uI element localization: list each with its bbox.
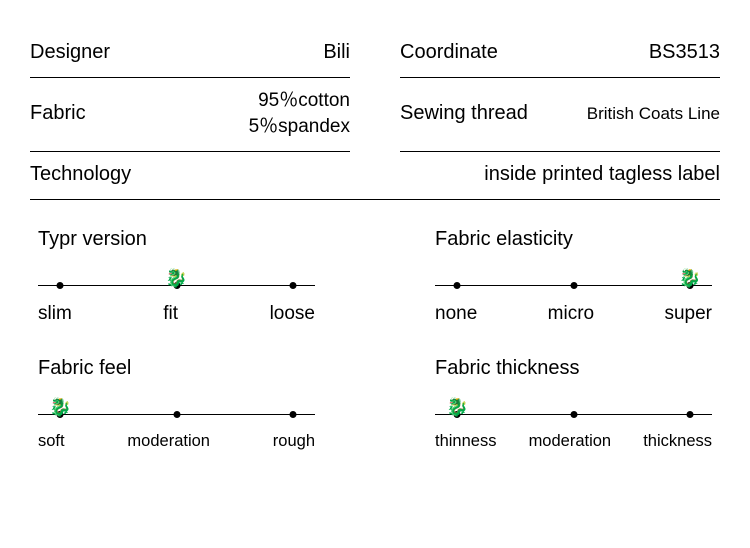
slider-option: fit <box>163 303 178 325</box>
slider-title-fabric-feel: Fabric feel <box>38 357 315 380</box>
slider-option: micro <box>548 303 594 325</box>
sliders-row-2: Fabric feel 🐉 soft moderation rough Fabr… <box>30 357 720 451</box>
slider-track-fabric-thickness: 🐉 <box>435 404 712 424</box>
spec-technology: Technology inside printed tagless label <box>30 152 720 200</box>
spec-designer: Designer Bili <box>30 30 350 78</box>
slider-labels-fabric-elasticity: none micro super <box>435 303 712 325</box>
spec-label-sewing-thread: Sewing thread <box>400 102 528 125</box>
sliders-row-1: Typr version 🐉 slim fit loose Fabric ela… <box>30 228 720 325</box>
slider-type-version: Typr version 🐉 slim fit loose <box>38 228 315 325</box>
spec-coordinate: Coordinate BS3513 <box>400 30 720 78</box>
spec-value-sewing-thread: British Coats Line <box>587 104 720 124</box>
slider-title-type-version: Typr version <box>38 228 315 251</box>
slider-fabric-thickness: Fabric thickness 🐉 thinness moderation t… <box>435 357 712 451</box>
slider-option: super <box>664 303 712 325</box>
slider-option: thinness <box>435 432 496 451</box>
slider-dot <box>570 411 577 418</box>
spec-value-designer: Bili <box>323 41 350 64</box>
specs-grid: Designer Bili Coordinate BS3513 Fabric 9… <box>30 30 720 200</box>
slider-option: soft <box>38 432 65 451</box>
slider-option: thickness <box>643 432 712 451</box>
slider-option: loose <box>270 303 315 325</box>
slider-title-fabric-thickness: Fabric thickness <box>435 357 712 380</box>
slider-track-fabric-feel: 🐉 <box>38 404 315 424</box>
slider-option: moderation <box>529 432 612 451</box>
slider-dot <box>173 411 180 418</box>
spec-value-coordinate: BS3513 <box>649 41 720 64</box>
dragon-icon: 🐉 <box>446 398 468 416</box>
slider-dot <box>289 282 296 289</box>
dragon-icon: 🐉 <box>679 269 701 287</box>
spec-label-designer: Designer <box>30 41 110 64</box>
slider-labels-fabric-feel: soft moderation rough <box>38 432 315 451</box>
dragon-icon: 🐉 <box>165 269 187 287</box>
slider-labels-type-version: slim fit loose <box>38 303 315 325</box>
fabric-line1: 95％cotton <box>258 90 350 111</box>
slider-dot <box>570 282 577 289</box>
slider-track-fabric-elasticity: 🐉 <box>435 275 712 295</box>
spec-fabric: Fabric 95％cotton 5％spandex <box>30 78 350 152</box>
slider-dot <box>289 411 296 418</box>
slider-labels-fabric-thickness: thinness moderation thickness <box>435 432 712 451</box>
spec-sewing-thread: Sewing thread British Coats Line <box>400 78 720 152</box>
slider-track-type-version: 🐉 <box>38 275 315 295</box>
slider-dot <box>686 411 693 418</box>
fabric-line2: 5％spandex <box>249 116 350 137</box>
spec-label-technology: Technology <box>30 163 131 186</box>
spec-value-technology: inside printed tagless label <box>484 163 720 186</box>
slider-dot <box>57 282 64 289</box>
spec-value-fabric: 95％cotton 5％spandex <box>249 88 350 139</box>
spec-label-fabric: Fabric <box>30 102 86 125</box>
slider-dot <box>454 282 461 289</box>
dragon-icon: 🐉 <box>49 398 71 416</box>
slider-option: none <box>435 303 477 325</box>
slider-title-fabric-elasticity: Fabric elasticity <box>435 228 712 251</box>
spec-label-coordinate: Coordinate <box>400 41 498 64</box>
slider-fabric-elasticity: Fabric elasticity 🐉 none micro super <box>435 228 712 325</box>
slider-option: slim <box>38 303 72 325</box>
slider-option: moderation <box>127 432 210 451</box>
slider-fabric-feel: Fabric feel 🐉 soft moderation rough <box>38 357 315 451</box>
slider-option: rough <box>273 432 315 451</box>
